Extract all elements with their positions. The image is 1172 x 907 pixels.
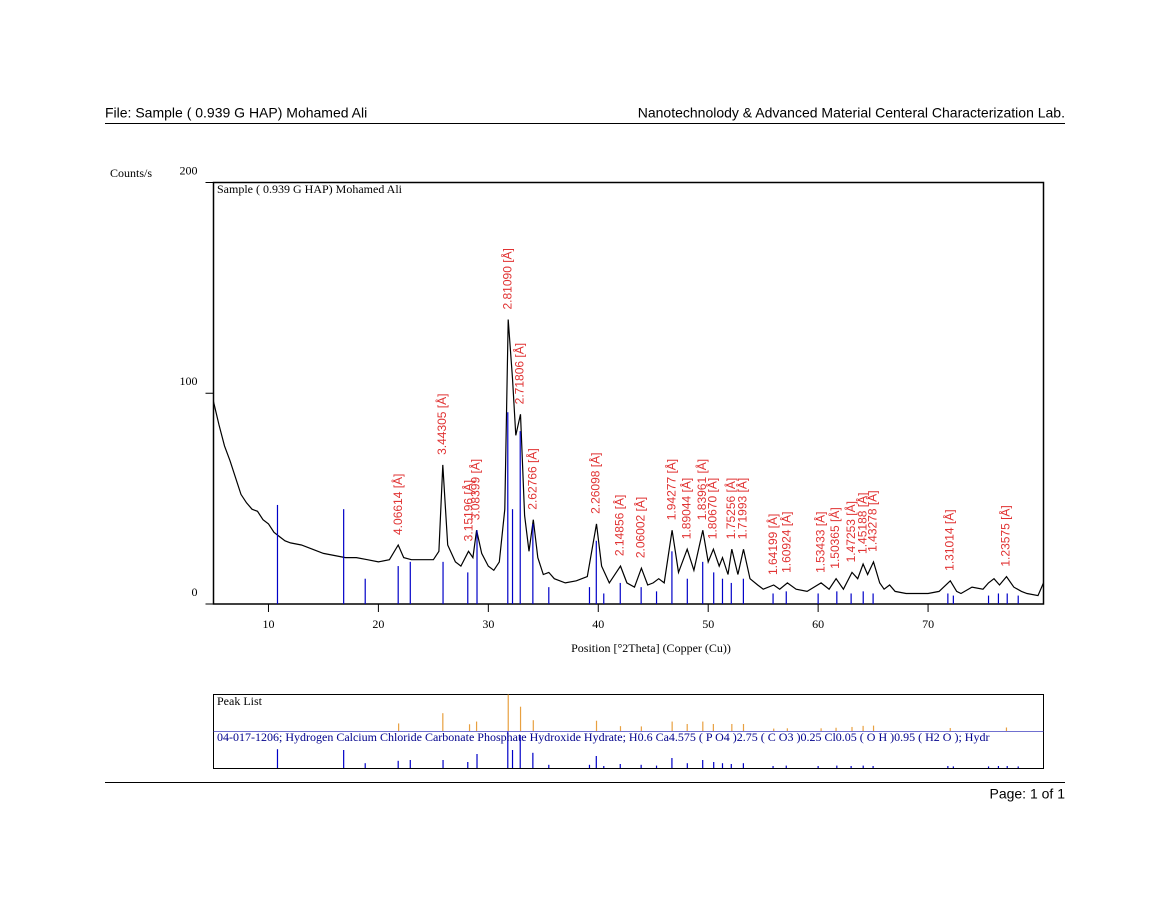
y-tick-label: 100 [180, 374, 198, 388]
peak-label: 1.89044 [Å] [678, 478, 693, 539]
peak-label: 2.26098 [Å] [588, 453, 603, 514]
peak-label: 1.31014 [Å] [941, 509, 956, 570]
peak-label: 3.08399 [Å] [468, 459, 483, 520]
peak-label: 2.62766 [Å] [524, 448, 539, 509]
peak-label: 1.53433 [Å] [812, 512, 827, 573]
x-tick-label: 70 [922, 617, 934, 631]
page-number: Page: 1 of 1 [989, 786, 1065, 802]
peak-label: 1.23575 [Å] [998, 505, 1013, 566]
x-axis-label: Position [°2Theta] (Copper (Cu)) [571, 641, 731, 655]
diffraction-profile [212, 319, 1045, 597]
peak-label: 1.80670 [Å] [705, 478, 720, 539]
chart-title: Sample ( 0.939 G HAP) Mohamed Ali [217, 182, 403, 196]
peak-label: 2.06002 [Å] [633, 497, 648, 558]
peak-label: 1.45188 [Å] [854, 493, 869, 554]
peak-label: 1.64199 [Å] [765, 514, 780, 575]
y-axis-label: Counts/s [110, 166, 152, 180]
peak-label: 1.43278 [Å] [865, 490, 880, 551]
x-tick-label: 30 [482, 617, 494, 631]
peak-label: 1.75256 [Å] [723, 478, 738, 539]
plot-layer: 0 100 200 10 20 30 40 50 60 70 4.06614 [Å] 3.44305 … [180, 163, 1045, 768]
peak-label: 2.71806 [Å] [512, 343, 527, 404]
y-tick-label: 0 [192, 585, 198, 599]
peak-label: 1.71993 [Å] [735, 478, 750, 539]
peak-label: 1.94277 [Å] [663, 459, 678, 520]
peak-label: 3.44305 [Å] [434, 394, 449, 455]
peak-label: 1.47253 [Å] [843, 501, 858, 562]
x-tick-label: 10 [262, 617, 274, 631]
x-tick-label: 60 [812, 617, 824, 631]
x-tick-label: 50 [702, 617, 714, 631]
peak-label: 1.60924 [Å] [779, 512, 794, 573]
peak-list-title: Peak List [217, 694, 263, 708]
header-left: File: Sample ( 0.939 G HAP) Mohamed Ali [105, 105, 367, 121]
peak-label: 2.81090 [Å] [499, 248, 514, 309]
peak-label: 1.83961 [Å] [694, 459, 709, 520]
peak-label: 4.06614 [Å] [390, 474, 405, 535]
y-tick-label: 200 [180, 163, 198, 177]
reference-pattern: 04-017-1206; Hydrogen Calcium Chloride C… [217, 730, 989, 744]
peak-label: 1.50365 [Å] [827, 507, 842, 568]
x-tick-label: 40 [592, 617, 604, 631]
header-right: Nanotechnolody & Advanced Material Cente… [638, 105, 1065, 121]
x-tick-label: 20 [372, 617, 384, 631]
plot-frame [212, 181, 1045, 605]
peak-label: 3.15196 [Å] [461, 480, 476, 541]
peak-label: 2.14856 [Å] [612, 495, 627, 556]
